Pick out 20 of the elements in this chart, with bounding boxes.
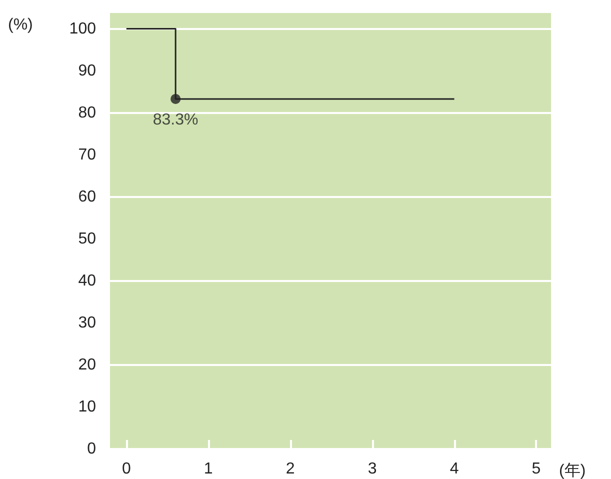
y-tick-label: 30 [78, 314, 96, 332]
y-tick-label: 100 [69, 20, 96, 38]
x-tick-label: 0 [122, 460, 131, 478]
x-tick-label: 5 [532, 460, 541, 478]
y-tick-label: 10 [78, 398, 96, 416]
x-tick-label: 3 [368, 460, 377, 478]
data-label: 83.3% [152, 111, 198, 128]
y-tick-label: 90 [78, 62, 96, 80]
x-tick-label: 1 [204, 460, 213, 478]
y-tick-label: 60 [78, 188, 96, 206]
y-axis-title: (%) [8, 16, 33, 34]
x-tick-label: 4 [450, 460, 459, 478]
x-axis-title: (年) [559, 462, 586, 479]
y-tick-label: 50 [78, 230, 96, 248]
y-tick-label: 0 [87, 440, 96, 458]
y-tick-label: 80 [78, 104, 96, 122]
y-tick-label: 20 [78, 356, 96, 374]
y-tick-label: 40 [78, 272, 96, 290]
x-tick-label: 2 [286, 460, 295, 478]
y-tick-label: 70 [78, 146, 96, 164]
